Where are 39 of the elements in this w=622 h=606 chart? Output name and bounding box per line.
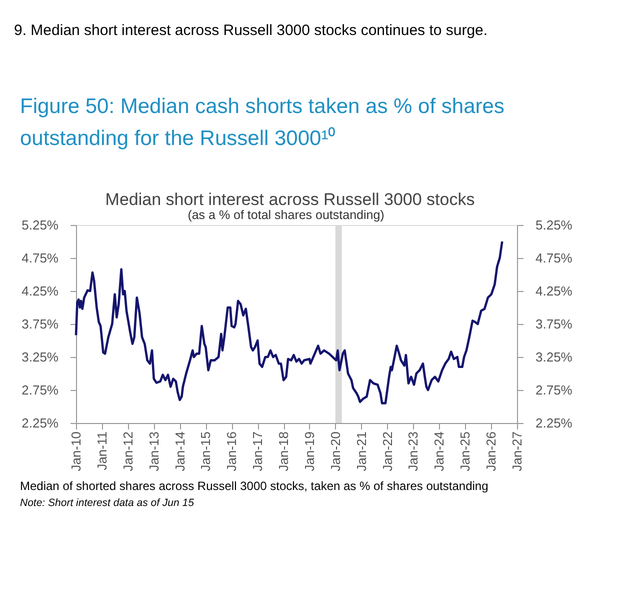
text: 9. Median short interest across Russell 3000 stocks continues to surge. (14, 22, 488, 39)
y-tick-label: 4.25% (22, 284, 59, 298)
y2-tick-label: 2.75% (536, 382, 573, 398)
x-tick-label: Jan-12 (120, 432, 136, 472)
y-tick-label: 3.25% (22, 350, 59, 364)
x-tick-label: Jan-27 (510, 432, 524, 472)
text: (as a % of total shares outstanding) (188, 208, 384, 222)
chart-title: Figure 50: Median cash shorts taken as % of shares outstanding for the Russell 3000¹⁰ (20, 95, 504, 150)
y-tick-label: 4.75% (22, 250, 59, 266)
x-tick-label: Jan-17 (250, 432, 266, 472)
y-tick-label: 2.75% (22, 382, 59, 398)
y2-tick-label: 3.25% (536, 350, 573, 364)
x-tick-label: Jan-11 (94, 432, 110, 470)
x-tick-label: Jan-26 (484, 432, 499, 472)
x-tick-label: Jan-19 (302, 432, 317, 472)
x-tick-label: Jan-21 (354, 432, 369, 472)
x-tick-label: Jan-20 (328, 432, 343, 472)
line-series (74, 240, 504, 404)
text: Note: Short interest data as of Jun 15 (20, 497, 194, 509)
y-tick-label: 5.25% (22, 218, 59, 232)
y2-tick-label: 2.25% (536, 416, 573, 430)
y2-tick-label: 4.25% (536, 284, 573, 298)
y2-tick-label: 4.75% (536, 250, 573, 266)
x-tick-label: Jan-13 (146, 432, 162, 472)
y2-tick-label: 5.25% (536, 218, 573, 232)
x-tick-label: Jan-23 (406, 432, 421, 472)
x-tick-label: Jan-18 (276, 432, 292, 472)
x-tick-label: Jan-25 (458, 432, 473, 472)
x-tick-label: Jan-16 (224, 432, 240, 472)
x-tick-label: Jan-22 (380, 432, 395, 472)
y-tick-label: 3.75% (22, 316, 59, 332)
x-tick-label: Jan-10 (68, 432, 84, 472)
y2-tick-label: 3.75% (536, 316, 573, 332)
x-tick-label: Jan-24 (432, 432, 447, 472)
x-tick-label: Jan-15 (198, 432, 214, 472)
y-tick-label: 2.25% (22, 416, 59, 430)
text: Median of shorted shares across Russell 3000 stocks, taken as % of shares outstanding (20, 479, 488, 493)
x-tick-label: Jan-14 (172, 432, 188, 472)
chart-subtitle: Median short interest across Russell 3000 stocks (105, 190, 475, 209)
